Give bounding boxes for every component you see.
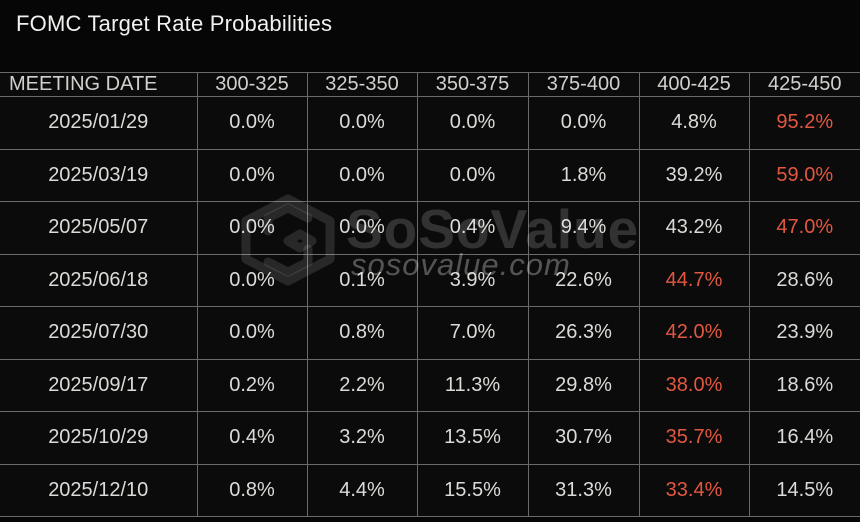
probability-cell: 2.2% (306, 358, 417, 412)
probability-cell: 15.5% (416, 463, 528, 517)
probability-cell: 26.3% (527, 306, 639, 360)
probability-cell-highlighted: 59.0% (748, 148, 860, 202)
probability-cell: 0.0% (196, 253, 307, 307)
probability-cell: 0.0% (196, 96, 307, 150)
probability-cell-highlighted: 42.0% (638, 306, 749, 360)
probability-cell: 0.0% (196, 148, 307, 202)
header-rate-range: 350-375 (416, 72, 528, 97)
probability-cell: 0.8% (306, 306, 417, 360)
table-row: 2025/07/30 0.0% 0.8% 7.0% 26.3% 42.0% 23.9% (0, 306, 860, 360)
probability-cell: 16.4% (748, 411, 860, 465)
probability-cell: 0.0% (416, 96, 528, 150)
probability-cell: 0.2% (196, 358, 307, 412)
header-rate-range: 425-450 (748, 72, 860, 97)
probability-cell-highlighted: 33.4% (638, 463, 749, 517)
table-body: 2025/01/29 0.0% 0.0% 0.0% 0.0% 4.8% 95.2% 2025/… (0, 96, 860, 517)
header-row: MEETING DATE 300-325 325-350 350-375 375-400… (0, 72, 860, 97)
header-meeting-date: MEETING DATE (0, 72, 197, 97)
probability-cell: 4.8% (638, 96, 749, 150)
probability-cell: 0.0% (527, 96, 639, 150)
table-row: 2025/06/18 0.0% 0.1% 3.9% 22.6% 44.7% 28.6% (0, 253, 860, 307)
probability-cell: 0.0% (416, 148, 528, 202)
table-row: 2025/01/29 0.0% 0.0% 0.0% 0.0% 4.8% 95.2% (0, 96, 860, 150)
probability-cell: 0.4% (196, 411, 307, 465)
page-title: FOMC Target Rate Probabilities (16, 11, 333, 36)
meeting-date-cell: 2025/06/18 (0, 253, 197, 307)
meeting-date-cell: 2025/07/30 (0, 306, 197, 360)
table-row: 2025/03/19 0.0% 0.0% 0.0% 1.8% 39.2% 59.0% (0, 148, 860, 202)
probability-cell: 0.8% (196, 463, 307, 517)
header-rate-range: 300-325 (196, 72, 307, 97)
probability-cell-highlighted: 38.0% (638, 358, 749, 412)
meeting-date-cell: 2025/03/19 (0, 148, 197, 202)
probability-cell-highlighted: 35.7% (638, 411, 749, 465)
meeting-date-cell: 2025/12/10 (0, 463, 197, 517)
probability-cell: 4.4% (306, 463, 417, 517)
probability-cell: 39.2% (638, 148, 749, 202)
probability-cell: 3.9% (416, 253, 528, 307)
probability-cell: 23.9% (748, 306, 860, 360)
probability-cell: 11.3% (416, 358, 528, 412)
table-row: 2025/09/17 0.2% 2.2% 11.3% 29.8% 38.0% 18.6% (0, 358, 860, 412)
probability-cell: 14.5% (748, 463, 860, 517)
probability-cell: 28.6% (748, 253, 860, 307)
probability-cell: 0.0% (306, 96, 417, 150)
probability-cell: 0.0% (306, 201, 417, 255)
table-row: 2025/05/07 0.0% 0.0% 0.4% 9.4% 43.2% 47.0% (0, 201, 860, 255)
header-rate-range: 400-425 (638, 72, 749, 97)
header-rate-range: 375-400 (527, 72, 639, 97)
probability-cell: 9.4% (527, 201, 639, 255)
probabilities-table: MEETING DATE 300-325 325-350 350-375 375-400… (0, 72, 860, 517)
probability-cell: 0.4% (416, 201, 528, 255)
header-rate-range: 325-350 (306, 72, 417, 97)
probability-cell: 29.8% (527, 358, 639, 412)
probability-cell: 0.0% (196, 306, 307, 360)
meeting-date-cell: 2025/10/29 (0, 411, 197, 465)
probability-cell: 0.1% (306, 253, 417, 307)
probability-cell: 43.2% (638, 201, 749, 255)
meeting-date-cell: 2025/09/17 (0, 358, 197, 412)
probability-cell: 22.6% (527, 253, 639, 307)
probability-cell: 13.5% (416, 411, 528, 465)
probability-cell-highlighted: 95.2% (748, 96, 860, 150)
probability-cell-highlighted: 44.7% (638, 253, 749, 307)
probability-cell: 30.7% (527, 411, 639, 465)
probability-cell: 0.0% (306, 148, 417, 202)
meeting-date-cell: 2025/05/07 (0, 201, 197, 255)
probability-cell: 7.0% (416, 306, 528, 360)
probability-cell: 31.3% (527, 463, 639, 517)
table-row: 2025/12/10 0.8% 4.4% 15.5% 31.3% 33.4% 14.5% (0, 463, 860, 517)
probability-cell: 18.6% (748, 358, 860, 412)
meeting-date-cell: 2025/01/29 (0, 96, 197, 150)
probability-cell: 3.2% (306, 411, 417, 465)
probability-cell-highlighted: 47.0% (748, 201, 860, 255)
probability-cell: 0.0% (196, 201, 307, 255)
table-row: 2025/10/29 0.4% 3.2% 13.5% 30.7% 35.7% 16.4% (0, 411, 860, 465)
probability-cell: 1.8% (527, 148, 639, 202)
